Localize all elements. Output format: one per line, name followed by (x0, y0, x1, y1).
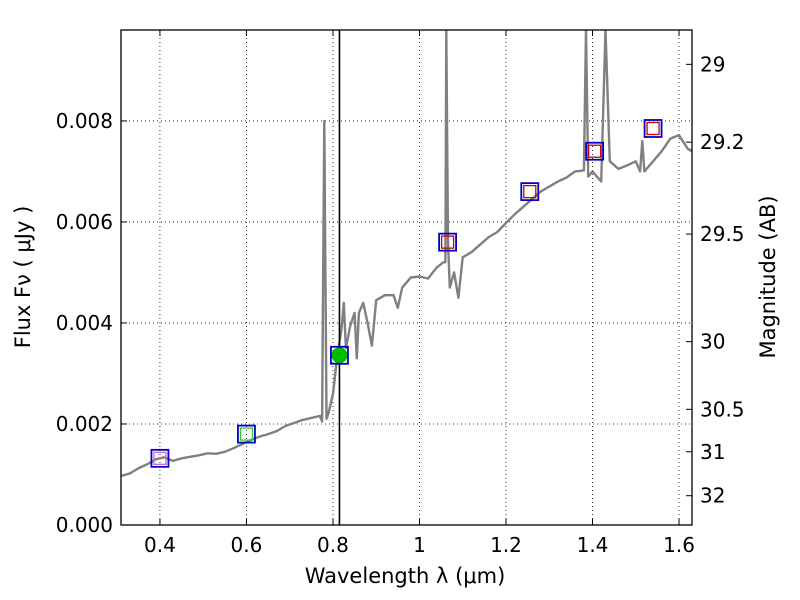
x-tick-label: 1.4 (577, 533, 609, 557)
y2-tick-label: 32 (700, 484, 725, 508)
model-flux-marker (585, 141, 605, 161)
observed-flux-marker (523, 184, 537, 199)
axes-frame (120, 29, 693, 526)
grid (121, 30, 692, 525)
x-tick-label: 1 (413, 533, 426, 557)
y2-tick-label: 31 (700, 440, 725, 464)
plot-area (121, 30, 692, 525)
x-tick-label: 1.6 (663, 533, 695, 557)
y-tick-label: 0.004 (56, 311, 113, 335)
y2-tick-label: 29.2 (700, 130, 745, 154)
y-axis-label: Flux Fν ( μJy ) (11, 206, 35, 349)
model-flux-marker (330, 345, 349, 365)
x-axis-label: Wavelength λ (μm) (305, 564, 506, 588)
model-flux-marker (520, 182, 540, 202)
observed-flux-marker (153, 451, 167, 465)
y-tick-label: 0.000 (56, 513, 113, 537)
observed-flux-marker (588, 144, 602, 158)
model-flux-marker (643, 119, 663, 138)
y2-axis-label: Magnitude (AB) (756, 195, 780, 358)
y-tick-label: 0.008 (56, 109, 113, 133)
y2-tick-label: 30.5 (700, 397, 745, 421)
x-tick-label: 0.8 (317, 533, 349, 557)
x-tick-label: 0.4 (144, 533, 176, 557)
y-tick-label: 0.006 (56, 210, 113, 234)
y2-tick-label: 29.5 (700, 222, 745, 246)
axes (120, 29, 693, 526)
model-flux-marker (438, 232, 457, 252)
y-tick-label: 0.002 (56, 412, 113, 436)
model-flux-marker (150, 448, 170, 468)
observed-flux-marker (646, 121, 660, 136)
x-tick-label: 0.6 (231, 533, 263, 557)
ticks: 0.4 0.6 0.8 1 1.2 1.4 1.6 0.000 0.002 0.004 0.006 0… (56, 30, 745, 557)
observed-flux-marker (239, 427, 254, 441)
sed-curve-line (121, 30, 692, 478)
y2-tick-label: 30 (700, 330, 725, 354)
detection-point (331, 347, 348, 364)
x-tick-label: 1.2 (490, 533, 522, 557)
y2-tick-label: 29 (700, 52, 725, 76)
model-flux-marker (237, 424, 256, 444)
observed-flux-marker (440, 235, 455, 249)
